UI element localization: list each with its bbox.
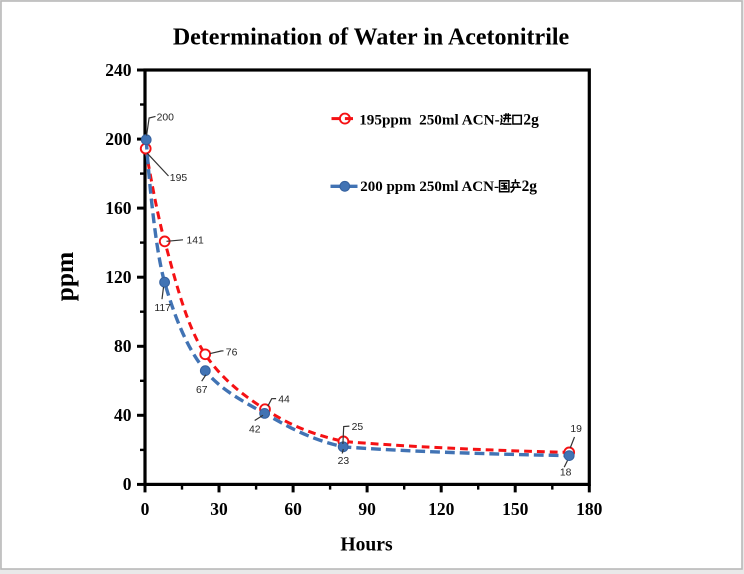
svg-text:42: 42 (249, 425, 261, 436)
svg-text:90: 90 (358, 499, 376, 519)
svg-text:18: 18 (560, 468, 572, 479)
svg-text:30: 30 (210, 499, 228, 519)
svg-text:141: 141 (187, 235, 205, 246)
svg-text:23: 23 (338, 456, 350, 467)
svg-text:120: 120 (428, 499, 455, 519)
svg-text:200: 200 (157, 112, 175, 123)
svg-text:195: 195 (170, 173, 188, 184)
svg-text:44: 44 (278, 395, 290, 406)
svg-text:40: 40 (114, 405, 132, 425)
svg-text:195ppm 250ml ACN-: 195ppm 250ml ACN- (359, 111, 500, 128)
svg-text:2g: 2g (522, 178, 538, 195)
svg-text:60: 60 (284, 499, 302, 519)
svg-text:240: 240 (105, 60, 132, 80)
svg-text:80: 80 (114, 336, 132, 356)
svg-text:0: 0 (141, 499, 150, 519)
svg-text:120: 120 (105, 267, 132, 287)
svg-text:76: 76 (226, 347, 238, 358)
svg-text:Determination of Water in Acet: Determination of Water in Acetonitrile (173, 25, 570, 51)
svg-text:117: 117 (154, 303, 171, 314)
svg-text:ppm: ppm (50, 252, 79, 302)
svg-text:180: 180 (576, 499, 603, 519)
svg-text:25: 25 (352, 422, 364, 433)
svg-text:200 ppm 250ml ACN-: 200 ppm 250ml ACN- (360, 179, 499, 195)
svg-text:0: 0 (123, 474, 132, 494)
svg-text:2g: 2g (523, 111, 539, 128)
svg-text:Hours: Hours (340, 535, 393, 556)
svg-text:160: 160 (105, 198, 132, 218)
svg-text:200: 200 (105, 129, 132, 149)
svg-text:19: 19 (570, 424, 582, 435)
svg-text:67: 67 (196, 385, 208, 396)
svg-text:150: 150 (502, 499, 529, 519)
